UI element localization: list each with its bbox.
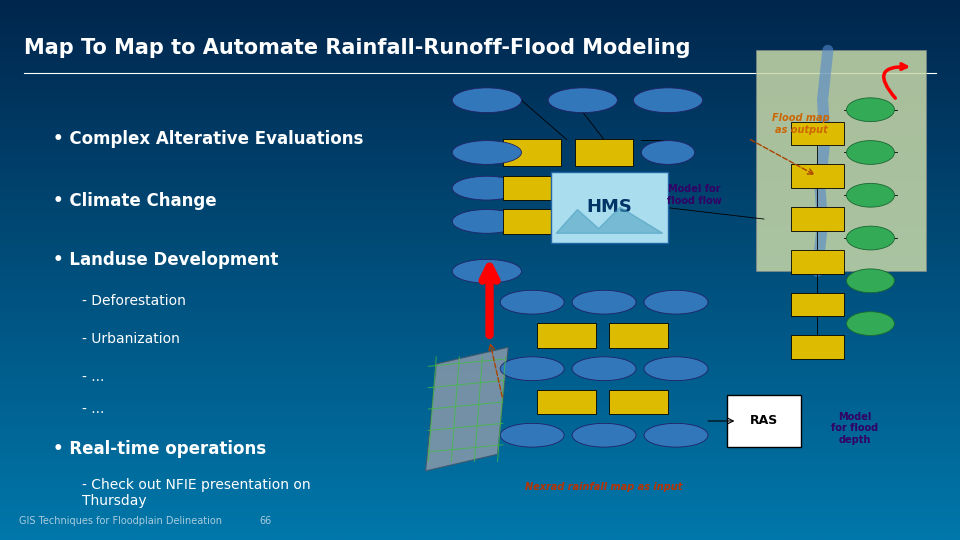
Text: GIS Techniques for Floodplain Delineation: GIS Techniques for Floodplain Delineatio… (19, 516, 222, 526)
Text: Flood map
as output: Flood map as output (773, 113, 830, 135)
Text: HMS: HMS (587, 198, 633, 216)
Ellipse shape (847, 312, 895, 335)
Bar (791, 164, 844, 188)
Bar (727, 395, 802, 447)
Ellipse shape (572, 291, 636, 314)
Text: • Landuse Development: • Landuse Development (53, 251, 278, 269)
Ellipse shape (634, 88, 703, 112)
Text: Model for
flood flow: Model for flood flow (667, 185, 722, 206)
Ellipse shape (644, 357, 708, 381)
Text: - ...: - ... (82, 370, 104, 384)
Text: Model
for flood
depth: Model for flood depth (831, 411, 878, 445)
Bar (575, 209, 634, 234)
Bar (551, 172, 668, 243)
Ellipse shape (548, 88, 617, 112)
Ellipse shape (500, 291, 564, 314)
Bar (503, 139, 562, 166)
Ellipse shape (644, 423, 708, 447)
Ellipse shape (500, 423, 564, 447)
Bar (575, 139, 634, 166)
Bar (791, 293, 844, 316)
Text: - ...: - ... (82, 402, 104, 416)
Text: Nexrad rainfall map as input: Nexrad rainfall map as input (525, 482, 683, 492)
Bar (791, 335, 844, 359)
Bar (503, 176, 562, 200)
Text: - Deforestation: - Deforestation (82, 294, 185, 308)
Bar (610, 323, 668, 348)
Ellipse shape (572, 423, 636, 447)
Ellipse shape (452, 259, 521, 283)
Ellipse shape (847, 184, 895, 207)
Ellipse shape (452, 140, 521, 164)
Ellipse shape (644, 291, 708, 314)
Bar (791, 207, 844, 231)
Bar (538, 323, 596, 348)
Text: - Urbanization: - Urbanization (82, 332, 180, 346)
Text: • Real-time operations: • Real-time operations (53, 440, 266, 458)
Text: RAS: RAS (750, 415, 778, 428)
Bar (503, 209, 562, 234)
Ellipse shape (847, 269, 895, 293)
Polygon shape (756, 50, 926, 271)
Ellipse shape (452, 88, 521, 112)
Polygon shape (556, 207, 662, 233)
Bar (538, 390, 596, 414)
Ellipse shape (847, 98, 895, 122)
Text: Map To Map to Automate Rainfall-Runoff-Flood Modeling: Map To Map to Automate Rainfall-Runoff-F… (24, 38, 690, 58)
Ellipse shape (847, 226, 895, 250)
Bar (610, 390, 668, 414)
Ellipse shape (452, 210, 521, 233)
Polygon shape (425, 347, 508, 471)
Text: • Climate Change: • Climate Change (53, 192, 216, 210)
Bar (791, 122, 844, 145)
Text: - Check out NFIE presentation on
Thursday: - Check out NFIE presentation on Thursda… (82, 478, 310, 508)
Text: • Complex Alterative Evaluations: • Complex Alterative Evaluations (53, 130, 363, 147)
Bar (791, 250, 844, 274)
Ellipse shape (452, 176, 521, 200)
Ellipse shape (572, 357, 636, 381)
Text: 66: 66 (259, 516, 272, 526)
Ellipse shape (641, 140, 695, 164)
Ellipse shape (847, 140, 895, 164)
Ellipse shape (500, 357, 564, 381)
